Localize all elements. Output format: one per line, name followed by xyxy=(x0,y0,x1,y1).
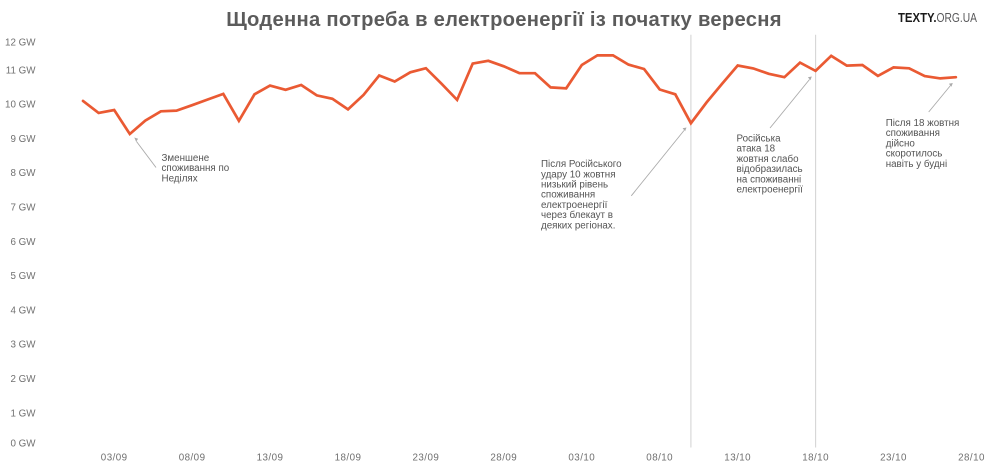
svg-text:11 GW: 11 GW xyxy=(6,65,37,76)
svg-text:28/09: 28/09 xyxy=(490,452,517,463)
svg-text:03/09: 03/09 xyxy=(101,452,128,463)
svg-text:4 GW: 4 GW xyxy=(10,305,36,316)
svg-text:3 GW: 3 GW xyxy=(10,340,36,351)
svg-text:23/09: 23/09 xyxy=(413,452,440,463)
svg-text:9 GW: 9 GW xyxy=(10,134,36,145)
svg-text:TEXTY.: TEXTY. xyxy=(898,10,937,25)
svg-text:2 GW: 2 GW xyxy=(10,374,36,385)
svg-text:28/10: 28/10 xyxy=(958,452,985,463)
svg-text:1 GW: 1 GW xyxy=(10,408,36,419)
svg-text:0 GW: 0 GW xyxy=(10,439,36,450)
svg-text:18/10: 18/10 xyxy=(802,452,829,463)
svg-text:08/10: 08/10 xyxy=(646,452,673,463)
svg-text:12 GW: 12 GW xyxy=(5,37,36,48)
svg-text:13/09: 13/09 xyxy=(257,452,284,463)
svg-text:ORG.UA: ORG.UA xyxy=(937,10,978,25)
svg-text:5 GW: 5 GW xyxy=(10,271,36,282)
svg-text:7 GW: 7 GW xyxy=(10,203,36,214)
svg-text:10 GW: 10 GW xyxy=(5,100,36,111)
svg-text:23/10: 23/10 xyxy=(880,452,907,463)
svg-text:6 GW: 6 GW xyxy=(10,237,36,248)
svg-text:Щоденна потреба в електроенерг: Щоденна потреба в електроенергії із поча… xyxy=(226,9,782,31)
svg-text:13/10: 13/10 xyxy=(724,452,751,463)
svg-text:8 GW: 8 GW xyxy=(10,168,36,179)
svg-text:18/09: 18/09 xyxy=(335,452,362,463)
svg-text:08/09: 08/09 xyxy=(179,452,206,463)
svg-text:03/10: 03/10 xyxy=(568,452,595,463)
